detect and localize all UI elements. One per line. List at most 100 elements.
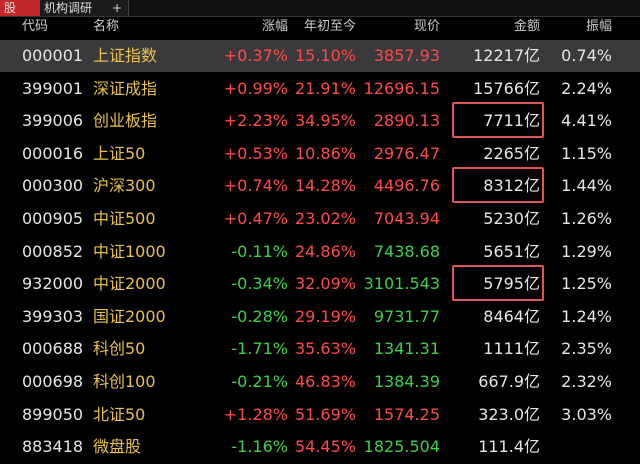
- amount: 7711亿: [483, 111, 540, 131]
- highlight-box: [452, 102, 544, 139]
- name: 上证50: [93, 143, 146, 163]
- ytd-pct: 35.63%: [294, 339, 356, 359]
- name: 科创100: [93, 372, 156, 391]
- amount: 111.4亿: [478, 437, 540, 457]
- price: 9731.77: [373, 306, 440, 326]
- amount: 8464亿: [483, 306, 540, 326]
- price: 1825.504: [363, 437, 440, 457]
- amount: 15766亿: [473, 78, 540, 98]
- amount: 5230亿: [483, 209, 540, 228]
- ytd-pct: 10.86%: [294, 143, 356, 163]
- price: 7438.68: [373, 241, 440, 261]
- change-pct: +0.37%: [223, 46, 288, 65]
- ytd-pct: 15.10%: [294, 46, 356, 65]
- ytd-pct: 32.09%: [294, 274, 356, 294]
- name: 国证2000: [93, 306, 166, 326]
- change-pct: +2.23%: [223, 111, 288, 131]
- column-header[interactable]: 振幅: [585, 19, 612, 34]
- price: 1341.31: [373, 339, 440, 359]
- tab-bar: [0, 0, 640, 17]
- amount: 1111亿: [483, 339, 540, 359]
- tab[interactable]: 股: [0, 0, 41, 16]
- amplitude: 1.15%: [561, 143, 612, 163]
- name: 科创50: [93, 339, 146, 359]
- price: 3101.543: [363, 274, 440, 294]
- amplitude: 2.24%: [561, 78, 612, 98]
- amplitude: 4.41%: [561, 111, 612, 131]
- name: 中证500: [93, 209, 156, 228]
- amplitude: 0.74%: [561, 46, 612, 65]
- column-header[interactable]: 金额: [513, 19, 540, 34]
- column-header[interactable]: 现价: [413, 19, 440, 34]
- amplitude: 1.29%: [561, 241, 612, 261]
- price: 12696.15: [363, 78, 440, 98]
- amplitude: 2.32%: [561, 372, 612, 391]
- code: 000852: [22, 241, 84, 261]
- change-pct: -0.21%: [231, 372, 288, 391]
- amount: 12217亿: [473, 46, 540, 65]
- code: 399001: [22, 78, 84, 98]
- ytd-pct: 14.28%: [294, 176, 356, 196]
- ytd-pct: 54.45%: [294, 437, 356, 457]
- ytd-pct: 34.95%: [294, 111, 356, 131]
- code: 399303: [22, 306, 84, 326]
- column-header[interactable]: 涨幅: [261, 19, 288, 34]
- selected-row[interactable]: [0, 40, 640, 72]
- column-header[interactable]: 名称: [93, 19, 120, 34]
- name: 北证50: [93, 404, 146, 424]
- name: 创业板指: [93, 111, 158, 131]
- change-pct: +0.74%: [223, 176, 288, 196]
- column-header[interactable]: 代码: [22, 19, 49, 34]
- code: 000300: [22, 176, 84, 196]
- code: 932000: [22, 274, 84, 294]
- amount: 667.9亿: [478, 372, 540, 391]
- name: 深证成指: [93, 78, 158, 98]
- amount: 2265亿: [483, 143, 540, 163]
- change-pct: -1.71%: [231, 339, 288, 359]
- code: 000688: [22, 339, 84, 359]
- amplitude: 1.26%: [561, 209, 612, 228]
- ytd-pct: 21.91%: [294, 78, 356, 98]
- code: 399006: [22, 111, 84, 131]
- tab[interactable]: +: [108, 0, 129, 16]
- change-pct: -0.11%: [231, 241, 288, 261]
- ytd-pct: 23.02%: [294, 209, 356, 228]
- price: 2890.13: [373, 111, 440, 131]
- highlight-box: [452, 167, 544, 204]
- price: 7043.94: [373, 209, 440, 228]
- ytd-pct: 51.69%: [294, 404, 356, 424]
- change-pct: -0.28%: [231, 306, 288, 326]
- code: 000698: [22, 372, 84, 391]
- name: 微盘股: [93, 437, 142, 457]
- price: 4496.76: [373, 176, 440, 196]
- change-pct: +0.99%: [223, 78, 288, 98]
- change-pct: +0.53%: [223, 143, 288, 163]
- change-pct: +1.28%: [223, 404, 288, 424]
- ytd-pct: 29.19%: [294, 306, 356, 326]
- amplitude: 2.35%: [561, 339, 612, 359]
- tab[interactable]: 机构调研: [40, 0, 109, 16]
- ytd-pct: 46.83%: [294, 372, 356, 391]
- price: 1384.39: [373, 372, 440, 391]
- amplitude: 3.03%: [561, 404, 612, 424]
- name: 上证指数: [93, 46, 158, 65]
- code: 000016: [22, 143, 84, 163]
- code: 883418: [22, 437, 84, 457]
- amplitude: 1.25%: [561, 274, 612, 294]
- highlight-box: [452, 265, 544, 302]
- price: 3857.93: [373, 46, 440, 65]
- price: 1574.25: [373, 404, 440, 424]
- amplitude: 1.44%: [561, 176, 612, 196]
- name: 中证1000: [93, 241, 166, 261]
- change-pct: -0.34%: [231, 274, 288, 294]
- ytd-pct: 24.86%: [294, 241, 356, 261]
- amplitude: 1.24%: [561, 306, 612, 326]
- amount: 5651亿: [483, 241, 540, 261]
- code: 000001: [22, 46, 84, 65]
- column-header[interactable]: 年初至今: [303, 19, 356, 34]
- name: 中证2000: [93, 274, 166, 294]
- amount: 323.0亿: [478, 404, 540, 424]
- amount: 8312亿: [483, 176, 540, 196]
- change-pct: +0.47%: [223, 209, 288, 228]
